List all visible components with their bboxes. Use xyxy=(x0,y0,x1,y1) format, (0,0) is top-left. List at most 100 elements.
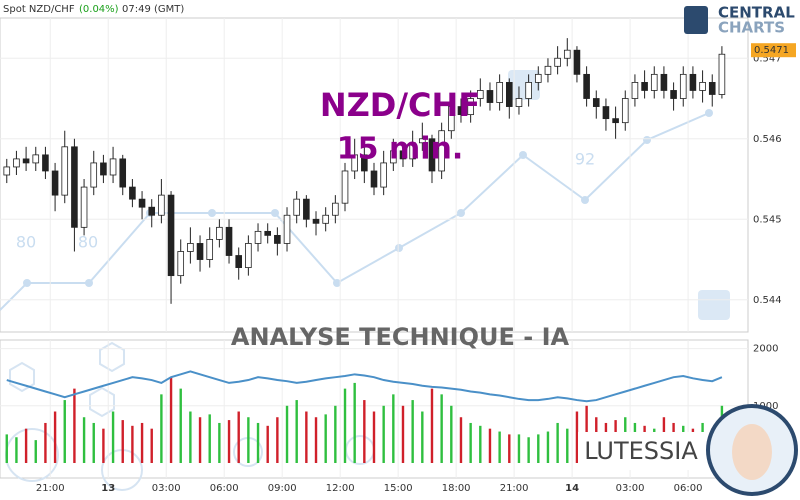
y-tick-label: 0.547 xyxy=(753,53,782,64)
volume-bar xyxy=(382,405,385,463)
y-tick-label: 0.544 xyxy=(753,295,782,306)
volume-bar xyxy=(256,422,260,463)
volume-bar xyxy=(363,400,366,463)
y-tick-label: 2000 xyxy=(753,344,778,355)
candle-body xyxy=(438,130,445,172)
candle-body xyxy=(100,162,107,176)
candle-body xyxy=(563,49,571,59)
candle-body xyxy=(225,226,233,256)
watermark-icon xyxy=(508,70,540,100)
candle-body xyxy=(602,106,610,120)
candle-body xyxy=(235,255,243,268)
candle-body xyxy=(283,214,291,244)
candle-body xyxy=(42,154,49,172)
brand-box xyxy=(578,432,704,470)
candle-body xyxy=(592,98,600,107)
volume-bar xyxy=(479,425,482,463)
volume-bar xyxy=(121,420,124,463)
candle-body xyxy=(621,98,629,124)
volume-bar xyxy=(198,417,202,463)
volume-bar xyxy=(53,411,57,463)
volume-bar xyxy=(169,377,173,463)
candle-body xyxy=(428,138,436,172)
volume-bar xyxy=(24,428,28,463)
candle-body xyxy=(448,106,455,132)
candle-body xyxy=(245,243,252,268)
candle-body xyxy=(71,146,78,228)
volume-bar xyxy=(498,431,501,463)
candle-body xyxy=(341,170,349,204)
candle-body xyxy=(689,73,697,91)
volume-bar xyxy=(5,434,8,463)
candle-body xyxy=(486,90,494,103)
volume-bar xyxy=(131,425,134,463)
volume-bar xyxy=(237,411,240,463)
overlay-timeframe: 15 min. xyxy=(337,132,464,167)
volume-bar xyxy=(488,428,492,463)
volume-bar xyxy=(92,422,95,463)
volume-bar xyxy=(227,420,231,463)
avatar-face xyxy=(732,424,772,480)
x-tick-label: 14 xyxy=(565,483,579,494)
logo-text: CENTRAL xyxy=(718,4,795,22)
change: (0.04%) xyxy=(79,4,119,15)
candle-body xyxy=(708,82,716,95)
volume-bar xyxy=(508,434,511,463)
volume-bar xyxy=(343,388,347,463)
watermark-label: 80 xyxy=(16,233,36,252)
volume-bar xyxy=(150,428,153,463)
x-tick-label: 06:00 xyxy=(210,483,239,494)
candle-body xyxy=(612,118,619,124)
candle-body xyxy=(419,138,426,144)
watermark-label: 92 xyxy=(575,150,595,169)
watermark-icon xyxy=(698,290,730,320)
y-tick-label: 0.546 xyxy=(753,134,782,145)
last-price-box xyxy=(751,43,796,58)
background-decor: 80 80 92 xyxy=(0,17,749,491)
volume-bar xyxy=(247,417,250,463)
volume-bar xyxy=(218,422,221,463)
last-price-label: 0.5471 xyxy=(754,45,789,56)
volume-bar xyxy=(527,437,530,463)
candle-body xyxy=(467,98,474,116)
volume-bar xyxy=(334,405,337,463)
candle-body xyxy=(660,73,668,91)
logo-icon xyxy=(684,6,708,34)
candle-body xyxy=(61,146,69,196)
volume-bar xyxy=(556,422,559,463)
volume-bar xyxy=(63,400,66,463)
candle-body xyxy=(525,82,532,99)
candle-body xyxy=(477,90,484,99)
x-tick-label: 13 xyxy=(101,483,115,494)
volume-bar xyxy=(324,414,327,463)
x-tick-label: 18:00 xyxy=(442,483,471,494)
volume-bar xyxy=(140,422,144,463)
volume-bar xyxy=(15,437,18,463)
volume-bar xyxy=(102,428,105,463)
volume-bar xyxy=(44,422,47,463)
x-tick-label: 06:00 xyxy=(674,483,703,494)
candle-body xyxy=(90,162,98,188)
x-tick-label: 03:00 xyxy=(152,483,181,494)
volume-bar xyxy=(34,440,37,463)
volume-bar xyxy=(440,394,443,463)
candle-body xyxy=(119,158,127,188)
candle-body xyxy=(370,170,378,188)
candle-body xyxy=(679,73,687,99)
candle-body xyxy=(554,57,561,67)
candle-body xyxy=(699,82,706,91)
x-tick-label: 09:00 xyxy=(268,483,297,494)
brand: LUTESSIA xyxy=(584,437,698,465)
y-tick-label: 0.545 xyxy=(753,214,782,225)
volume-bar xyxy=(189,411,192,463)
candle-body xyxy=(216,226,223,240)
logo-text: CHARTS xyxy=(718,19,785,37)
volume-bar xyxy=(392,394,395,463)
volume-bar xyxy=(73,388,76,463)
candle-body xyxy=(3,166,11,176)
candle-body xyxy=(718,53,726,95)
candle-body xyxy=(158,194,165,216)
volume-bar xyxy=(401,405,405,463)
candle-body xyxy=(583,73,590,99)
